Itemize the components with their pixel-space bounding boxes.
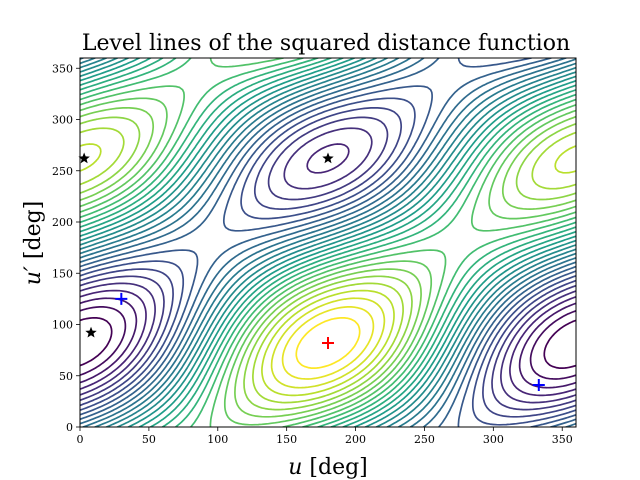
saddle-star-marker — [85, 326, 97, 338]
plot-frame — [79, 57, 577, 428]
contour-level — [80, 58, 576, 427]
y-tick-label: 350 — [52, 62, 73, 75]
y-axis-label: u′ [deg] — [21, 201, 46, 286]
saddle-star-marker — [322, 152, 334, 164]
contour-level — [80, 58, 576, 427]
contour-level — [80, 106, 576, 418]
x-tick-label: 300 — [483, 433, 504, 446]
contour-level — [80, 116, 576, 411]
contour-level — [80, 58, 576, 427]
y-tick-label: 0 — [66, 421, 73, 434]
x-tick-label: 0 — [77, 433, 84, 446]
contour-level — [80, 297, 576, 389]
y-tick-label: 50 — [59, 370, 73, 383]
y-axis: 0 50 100 150 200 250 300 350 — [52, 62, 80, 434]
x-axis: 0 50 100 150 200 250 300 350 — [77, 427, 573, 446]
critical-plus-marker — [532, 378, 545, 391]
x-axis-label: u [deg] — [288, 455, 368, 480]
contour-level — [80, 306, 576, 380]
chart-title: Level lines of the squared distance func… — [82, 31, 570, 56]
y-tick-label: 100 — [52, 319, 73, 332]
contour-level — [80, 143, 576, 397]
contour-level — [295, 316, 361, 369]
contour-level — [80, 97, 576, 426]
min-plus-marker — [322, 336, 334, 349]
contour-level — [281, 306, 375, 380]
y-tick-label: 150 — [52, 267, 73, 280]
y-tick-label: 300 — [52, 114, 73, 127]
saddle-star-marker — [78, 152, 90, 164]
contour-level — [80, 106, 576, 418]
x-tick-label: 350 — [552, 433, 573, 446]
x-tick-label: 250 — [414, 433, 435, 446]
x-tick-label: 50 — [142, 433, 156, 446]
contour-level — [80, 58, 576, 427]
x-tick-label: 100 — [207, 433, 228, 446]
contour-level — [80, 58, 576, 427]
y-tick-label: 200 — [52, 216, 73, 229]
contour-level — [80, 316, 576, 369]
marker-layer — [78, 152, 545, 391]
x-tick-label: 150 — [276, 433, 297, 446]
contour-level — [270, 297, 386, 389]
contour-level — [80, 116, 576, 411]
contour-level — [80, 127, 576, 404]
contour-level — [80, 58, 576, 427]
y-tick-label: 250 — [52, 165, 73, 178]
x-tick-label: 200 — [345, 433, 366, 446]
contour-level — [80, 97, 576, 426]
contour-level — [80, 143, 576, 397]
contour-level — [80, 127, 576, 404]
contour-lines — [80, 58, 576, 427]
critical-plus-marker — [115, 292, 128, 305]
